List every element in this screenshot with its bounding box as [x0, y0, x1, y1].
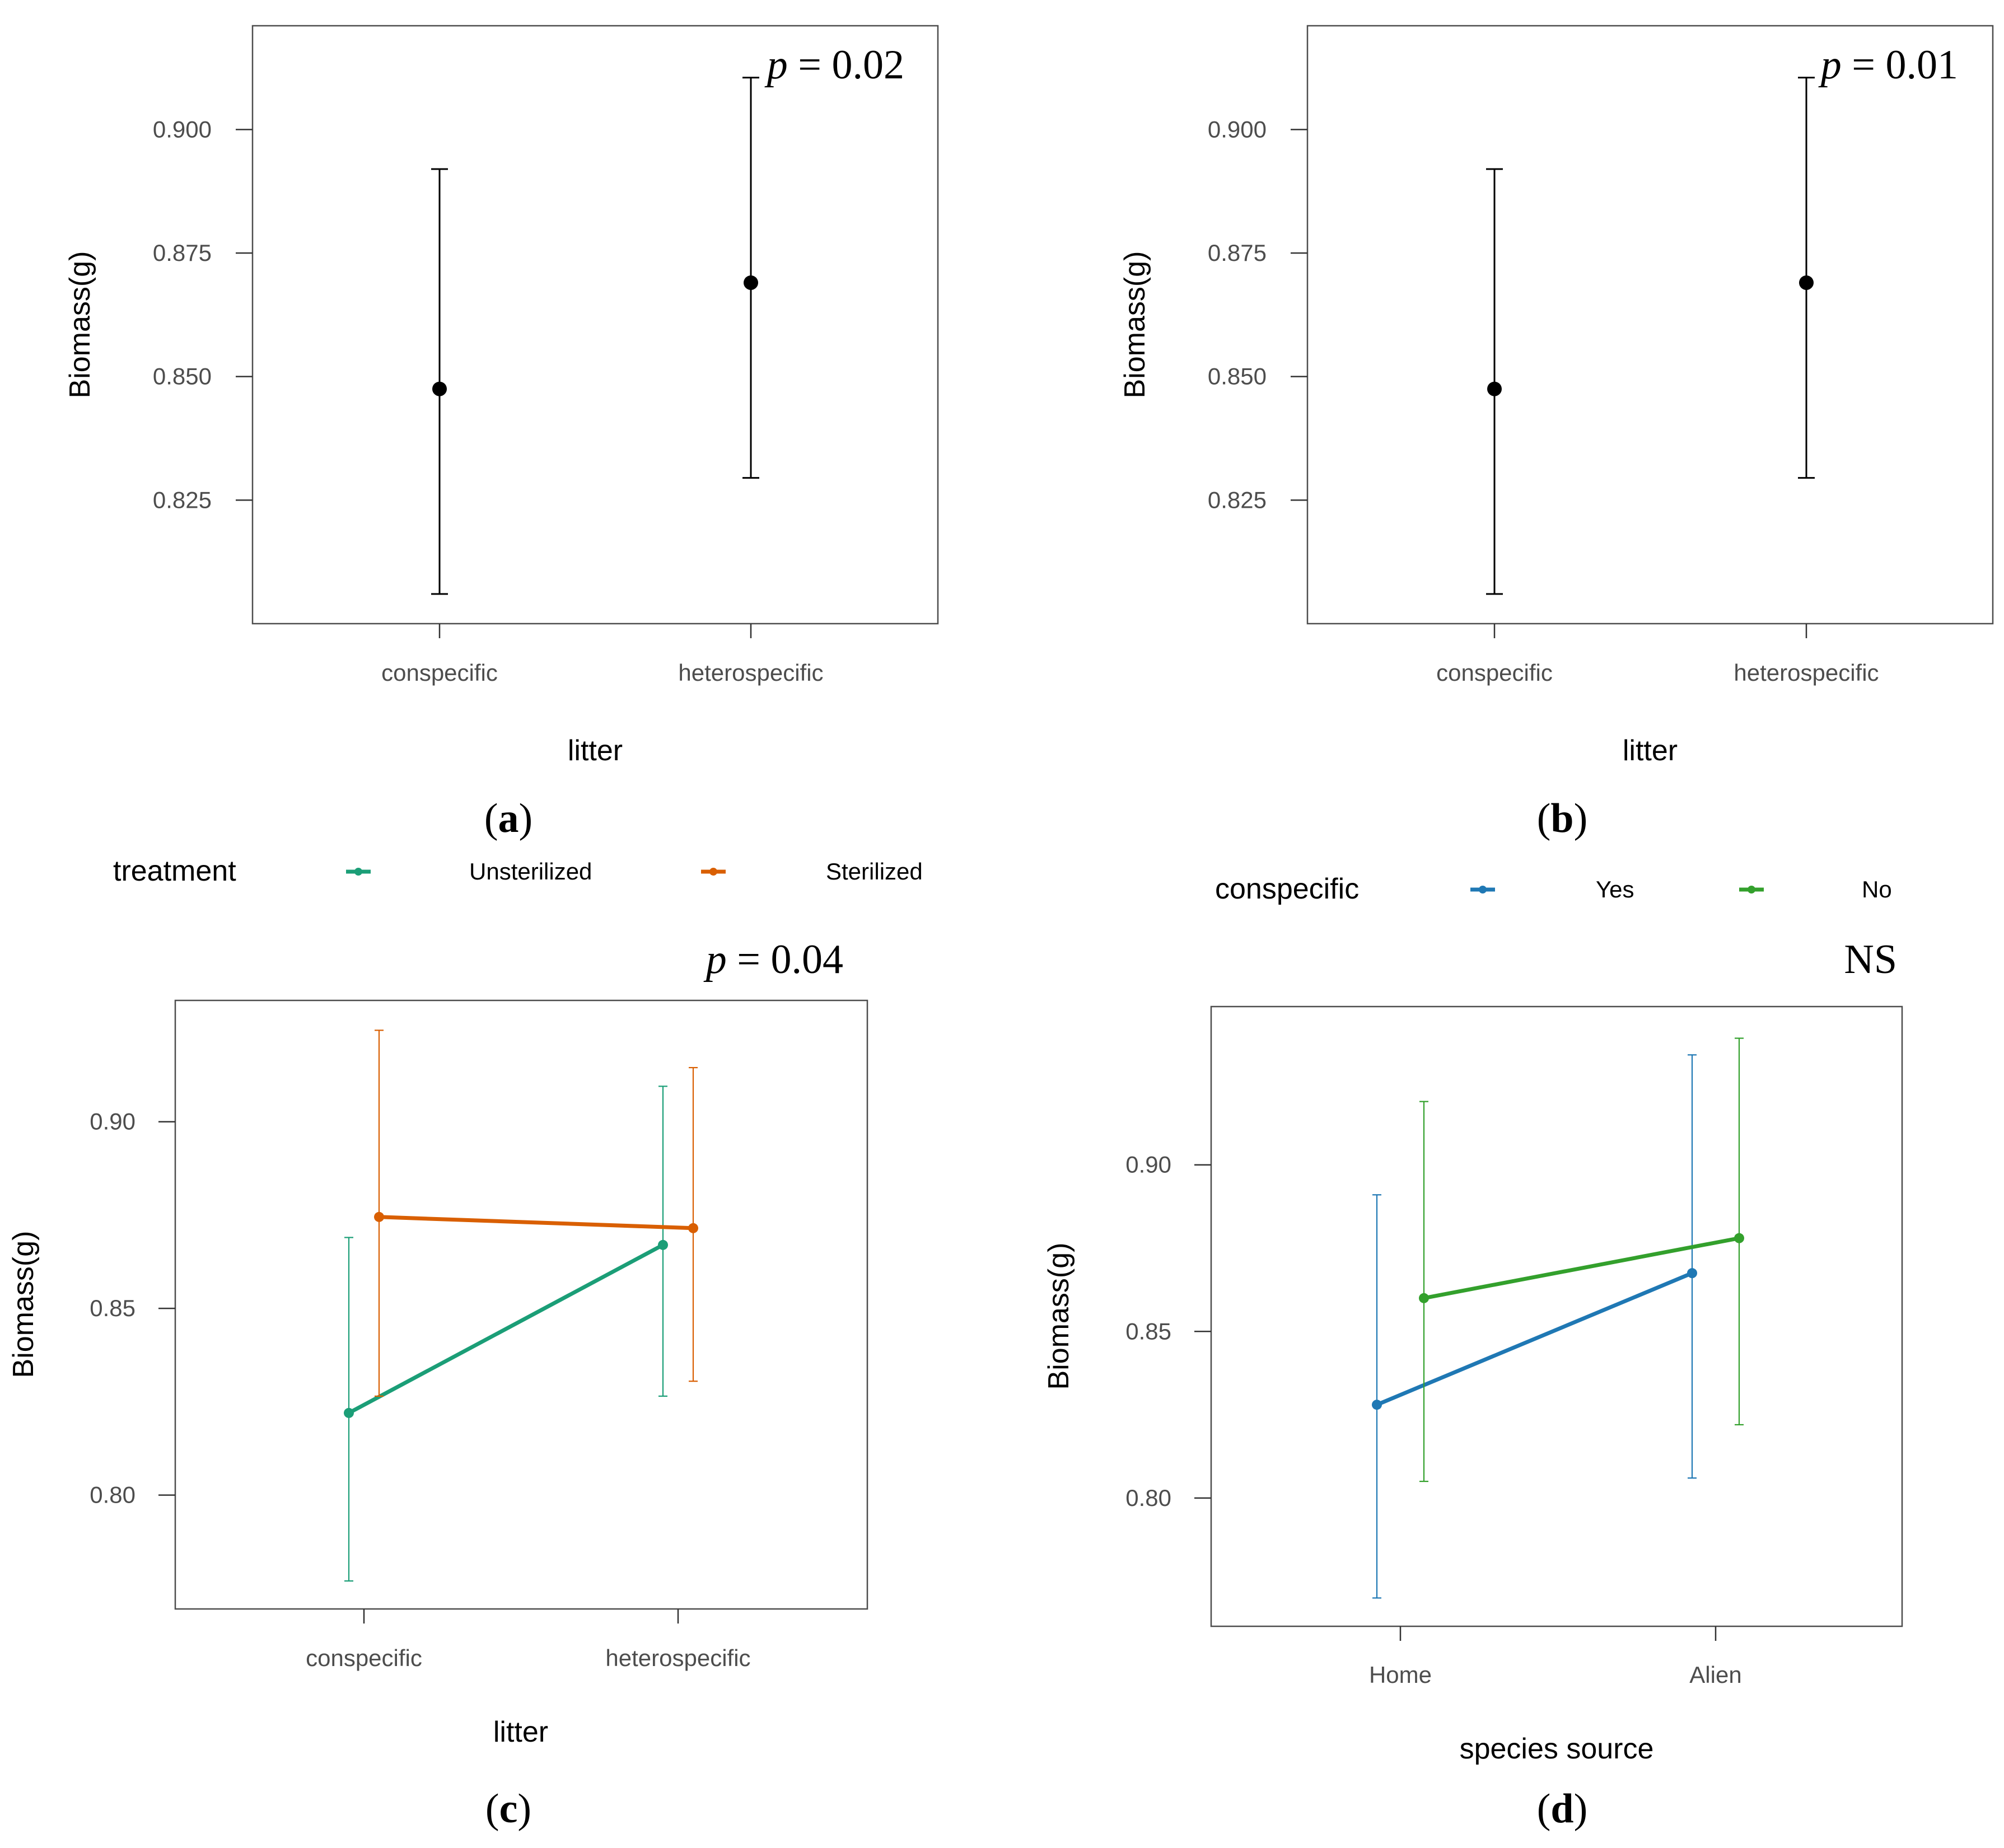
- panel-c-y-tick-label-2: 0.90: [90, 1108, 136, 1135]
- panel-c-point-unsterilized-heterospecific: [658, 1239, 668, 1250]
- panel-b-x-axis-label: litter: [1623, 734, 1678, 767]
- panel-b-x-tick-label-conspecific: conspecific: [1436, 659, 1553, 686]
- panel-d-point-no-alien: [1734, 1233, 1744, 1243]
- panel-b: 0.825 0.850 0.875 0.900 conspecific heterospe…: [1119, 25, 1994, 841]
- panel-b-marks: 0.825 0.850 0.875 0.900 conspecific heterospe…: [1208, 77, 1879, 686]
- panel-a-point-means-heterospecific: [744, 275, 758, 290]
- panel-a-x-tick-label-conspecific: conspecific: [381, 659, 498, 686]
- panel-b-y-tick-label-3: 0.900: [1208, 116, 1267, 142]
- panel-b-y-axis-label: Biomass(g): [1119, 251, 1151, 399]
- panel-c-x-axis-label: litter: [493, 1716, 548, 1748]
- panel-c-plot-frame: [174, 999, 868, 1610]
- panel-a-point-means-conspecific: [432, 381, 447, 396]
- panel-a-y-tick-label-0: 0.825: [153, 486, 212, 513]
- panel-c-x-tick-label-conspecific: conspecific: [306, 1645, 422, 1671]
- panel-d-legend-dot-yes: [1479, 886, 1487, 893]
- panel-d-x-axis-label: species source: [1460, 1733, 1654, 1765]
- panel-b-p-symbol: p: [1818, 42, 1842, 88]
- panel-d-ns-annotation: NS: [1844, 937, 1897, 983]
- panel-d-series-line-yes: [1375, 1271, 1694, 1407]
- panel-c-p-symbol: p: [703, 937, 727, 983]
- panel-b-tag: (b): [1537, 796, 1587, 841]
- panel-d-point-no-home: [1419, 1293, 1429, 1303]
- panel-c-series-line-unsterilized: [347, 1243, 665, 1415]
- panel-d-point-yes-home: [1372, 1400, 1382, 1410]
- panel-c-p-value: p = 0.04: [703, 937, 843, 983]
- panel-a-tag-letter: a: [498, 796, 519, 841]
- panel-c-legend-entry-unsterilized: Unsterilized: [346, 858, 592, 885]
- panel-b-point-means-conspecific: [1487, 381, 1502, 396]
- panel-c-marks: 0.80 0.85 0.90 conspecific heterospecific: [90, 1030, 751, 1671]
- panel-a: 0.825 0.850 0.875 0.900 conspecific heterospe…: [64, 25, 939, 841]
- panel-d-tag-letter: d: [1550, 1786, 1573, 1832]
- panel-d-legend-dot-no: [1748, 886, 1755, 893]
- panel-b-plot-frame: [1306, 25, 1994, 625]
- panel-d-x-tick-label-alien: Alien: [1689, 1662, 1741, 1688]
- panel-c-tag-letter: c: [499, 1786, 518, 1832]
- panel-a-y-tick-label-2: 0.875: [153, 240, 212, 266]
- panel-d-legend-label-no: No: [1862, 876, 1892, 902]
- panel-a-tag: (a): [484, 796, 532, 841]
- panel-c-p-number: = 0.04: [727, 937, 843, 983]
- panel-b-p-number: = 0.01: [1842, 42, 1958, 88]
- panel-c-point-sterilized-conspecific: [374, 1211, 384, 1222]
- panel-b-x-tick-label-heterospecific: heterospecific: [1734, 659, 1879, 686]
- panel-a-marks: 0.825 0.850 0.875 0.900 conspecific heterospe…: [153, 77, 824, 686]
- panel-d-marks: 0.80 0.85 0.90 Home Alien: [1125, 1037, 1744, 1688]
- panel-c-series-line-sterilized: [377, 1215, 695, 1231]
- panel-a-x-tick-label-heterospecific: heterospecific: [678, 659, 823, 686]
- panel-a-y-tick-label-3: 0.900: [153, 116, 212, 142]
- panel-d-legend-title: conspecific: [1215, 873, 1359, 905]
- panel-d-point-yes-alien: [1687, 1268, 1697, 1279]
- panel-d-y-tick-label-1: 0.85: [1125, 1318, 1171, 1344]
- panel-a-p-number: = 0.02: [788, 42, 904, 88]
- panel-a-y-axis-label: Biomass(g): [64, 251, 96, 399]
- panel-c-x-tick-label-heterospecific: heterospecific: [605, 1645, 750, 1671]
- panel-c-y-tick-label-0: 0.80: [90, 1482, 136, 1508]
- panel-c-y-axis-label: Biomass(g): [7, 1231, 40, 1378]
- panel-a-plot-frame: [251, 25, 939, 625]
- panel-c-legend-dot-sterilized: [709, 868, 717, 876]
- panel-c-legend-label-unsterilized: Unsterilized: [469, 858, 592, 885]
- panel-d-tag: (d): [1537, 1786, 1587, 1832]
- panel-b-y-tick-label-0: 0.825: [1208, 486, 1267, 513]
- panel-d-legend-label-yes: Yes: [1596, 876, 1634, 902]
- panel-a-p-value: p = 0.02: [764, 42, 904, 88]
- panel-d-x-tick-label-home: Home: [1369, 1662, 1432, 1688]
- panel-d-y-tick-label-0: 0.80: [1125, 1485, 1171, 1511]
- panel-d: conspecific Yes No NS 0.80 0.85 0.90 Home Al…: [1043, 873, 1903, 1832]
- panel-b-y-tick-label-2: 0.875: [1208, 240, 1267, 266]
- panel-b-y-tick-label-1: 0.850: [1208, 363, 1267, 390]
- panel-a-y-tick-label-1: 0.850: [153, 363, 212, 390]
- panel-c-legend-dot-unsterilized: [354, 868, 362, 876]
- panel-c: treatment Unsterilized Sterilized p = 0.…: [7, 855, 923, 1832]
- panel-d-series-line-no: [1422, 1236, 1741, 1300]
- panel-a-p-symbol: p: [764, 42, 788, 88]
- panel-d-y-tick-label-2: 0.90: [1125, 1152, 1171, 1178]
- panel-c-point-sterilized-heterospecific: [688, 1223, 698, 1233]
- panel-c-tag: (c): [485, 1786, 531, 1832]
- panel-d-plot-frame: [1210, 1005, 1903, 1627]
- panel-d-y-axis-label: Biomass(g): [1043, 1243, 1075, 1390]
- panel-d-legend-entry-yes: Yes: [1470, 876, 1634, 902]
- panel-c-legend-title: treatment: [113, 855, 236, 887]
- panel-c-point-unsterilized-conspecific: [344, 1407, 354, 1418]
- panel-b-tag-letter: b: [1550, 796, 1573, 841]
- panel-c-legend-label-sterilized: Sterilized: [826, 858, 923, 885]
- panel-c-legend-entry-sterilized: Sterilized: [701, 858, 923, 885]
- panel-b-point-means-heterospecific: [1799, 275, 1814, 290]
- panel-c-y-tick-label-1: 0.85: [90, 1295, 136, 1321]
- panel-b-p-value: p = 0.01: [1818, 42, 1958, 88]
- panel-a-x-axis-label: litter: [568, 734, 623, 767]
- panel-d-legend-entry-no: No: [1739, 876, 1892, 902]
